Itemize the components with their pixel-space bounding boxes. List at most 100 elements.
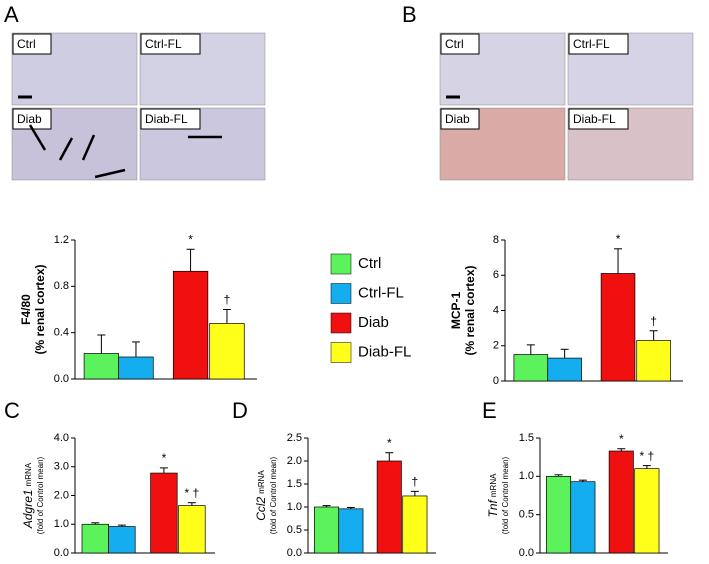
y-tick-label: 0.0 [519, 547, 534, 559]
bar [636, 340, 671, 382]
y-tick-label: 1.5 [519, 432, 534, 444]
significance: * † [185, 486, 200, 500]
legend-label: Ctrl [358, 255, 381, 272]
y-tick-label: 6 [493, 269, 499, 281]
y-tick-label: 1.5 [287, 478, 302, 490]
micrograph-label-box [140, 108, 201, 130]
y-tick-label: 8 [493, 234, 499, 246]
bar [81, 523, 109, 554]
bar [178, 505, 206, 554]
y-tick-label: 1.0 [287, 501, 302, 513]
micrograph-label-box [568, 108, 629, 130]
bar [608, 450, 634, 554]
significance: † [224, 293, 231, 307]
micrograph-label: Ctrl-FL [145, 37, 182, 51]
micrograph-label: Diab-FL [573, 112, 616, 126]
bar [600, 273, 636, 382]
arrow [94, 168, 126, 179]
y-tick-label: 0.0 [54, 547, 69, 559]
y-tick-label: 0.0 [287, 547, 302, 559]
bar [634, 468, 660, 554]
panel-letter: E [482, 398, 497, 423]
y-tick-label: 0.8 [54, 280, 69, 292]
y-tick-label: 0.0 [54, 373, 69, 385]
significance: * [188, 232, 193, 246]
panel-letter: A [4, 2, 19, 27]
bar [338, 508, 364, 554]
gene-name: Tnf [486, 498, 500, 517]
legend-label: Diab-FL [358, 343, 411, 360]
bar [547, 357, 582, 382]
panel-letter: D [232, 398, 248, 423]
significance: * [162, 451, 167, 465]
micrograph [139, 32, 266, 106]
legend-label: Ctrl-FL [358, 284, 404, 301]
bar [118, 356, 154, 380]
y-axis-label: Ccl2 mRNA [254, 470, 268, 521]
micrograph-label: Ctrl [17, 37, 36, 51]
y-tick-label: 1.2 [54, 234, 69, 246]
gene-name: Ccl2 [254, 496, 268, 520]
gene-suffix: mRNA [24, 462, 33, 486]
significance: * [616, 232, 621, 246]
gene-suffix: mRNA [257, 470, 266, 494]
y-tick-label: 3.0 [54, 461, 69, 473]
legend-swatch [330, 342, 352, 363]
micrograph-label: Diab [17, 112, 42, 126]
significance: † [650, 314, 657, 328]
y-axis-note: (fold of Control mean) [501, 456, 510, 534]
y-axis-note: (fold of Control mean) [269, 456, 278, 534]
y-tick-label: 2.0 [287, 455, 302, 467]
y-tick-label: 0.5 [287, 524, 302, 536]
micrograph [139, 107, 266, 181]
y-axis-label: TnfmRNA [486, 473, 500, 518]
micrograph-label-box [568, 33, 629, 55]
y-tick-label: 4 [493, 304, 499, 316]
micrograph-label-box [140, 33, 201, 55]
significance: * † [640, 449, 655, 463]
y-tick-label: 2.5 [287, 432, 302, 444]
y-axis-note: (fold of Control mean) [36, 456, 45, 534]
y-tick-label: 0.4 [54, 327, 69, 339]
bar [108, 526, 136, 554]
y-axis-label: (% renal cortex) [33, 264, 47, 354]
y-axis-label: (% renal cortex) [463, 265, 477, 355]
y-tick-label: 2.0 [54, 489, 69, 501]
y-tick-label: 2 [493, 340, 499, 352]
y-axis-label: Adgre1 mRNA [21, 462, 35, 529]
panel-letter: B [402, 2, 417, 27]
micrograph-label-box [440, 108, 480, 130]
y-tick-label: 0 [493, 375, 499, 387]
arrow [28, 124, 47, 151]
micrograph-label: Diab-FL [145, 112, 188, 126]
bar [570, 481, 596, 554]
significance: * [387, 436, 392, 450]
legend-swatch [330, 283, 352, 304]
legend-swatch [330, 253, 352, 275]
bar [314, 506, 340, 554]
bar [402, 495, 428, 554]
bar [172, 270, 209, 380]
legend-label: Diab [358, 314, 389, 331]
y-tick-label: 0.5 [519, 509, 534, 521]
legend-swatch [330, 312, 352, 334]
panel-letter: C [4, 398, 20, 423]
bar [209, 323, 245, 380]
micrograph-label: Ctrl-FL [573, 37, 610, 51]
y-tick-label: 1.0 [519, 470, 534, 482]
arrow [81, 134, 96, 161]
micrograph-label-box [440, 33, 480, 55]
bar [513, 354, 549, 382]
micrograph-label: Ctrl [445, 37, 464, 51]
y-tick-label: 1.0 [54, 518, 69, 530]
gene-name: Adgre1 [21, 489, 35, 529]
bar [546, 475, 572, 554]
bar [83, 353, 120, 380]
y-axis-label: MCP-1 [449, 292, 463, 330]
bar [150, 472, 178, 554]
arrow [58, 137, 74, 161]
significance: † [412, 475, 419, 489]
significance: * [619, 432, 624, 446]
micrograph-label: Diab [445, 112, 470, 126]
